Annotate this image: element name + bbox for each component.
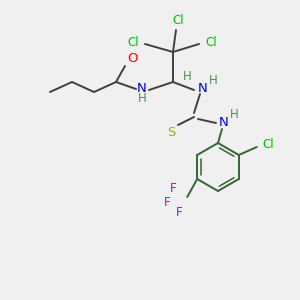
Text: Cl: Cl [127, 35, 139, 49]
Text: N: N [198, 82, 208, 94]
Text: Cl: Cl [205, 35, 217, 49]
Text: O: O [127, 52, 137, 65]
Text: H: H [208, 74, 217, 86]
Text: N: N [137, 82, 147, 95]
Text: Cl: Cl [172, 14, 184, 26]
Text: Cl: Cl [262, 137, 274, 151]
Text: S: S [167, 125, 175, 139]
Text: F: F [170, 182, 176, 196]
Text: F: F [176, 206, 182, 220]
Text: H: H [230, 107, 238, 121]
Text: N: N [219, 116, 229, 130]
Text: H: H [138, 92, 146, 106]
Text: H: H [183, 70, 191, 83]
Text: F: F [164, 196, 170, 208]
